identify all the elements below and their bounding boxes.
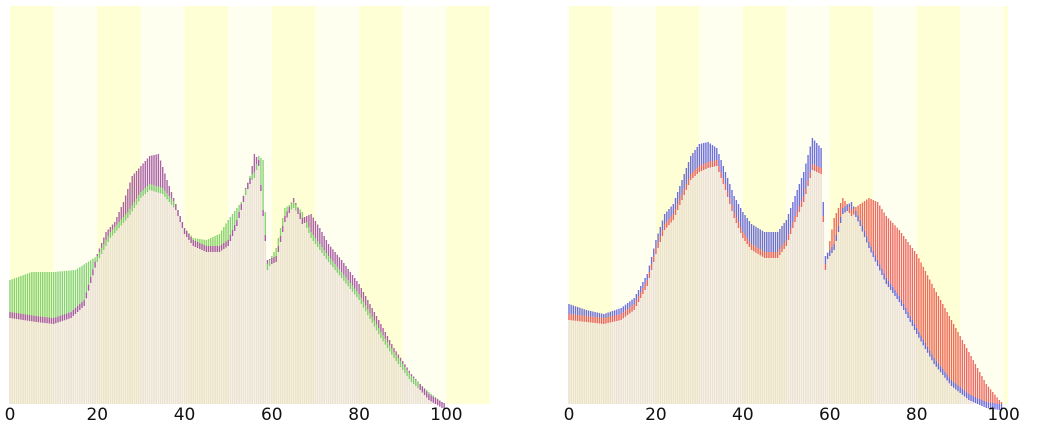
- x-tick-label: 0: [564, 405, 575, 425]
- x-tick-label: 100: [430, 405, 462, 425]
- x-tick-label: 80: [348, 405, 370, 425]
- x-axis-ticks: 0 20 40 60 80 100: [564, 405, 1020, 425]
- background-band: [1003, 6, 1008, 404]
- series-a-stems: [568, 138, 1003, 410]
- x-axis-ticks: 0 20 40 60 80 100: [5, 405, 463, 425]
- series-b-stems: [568, 160, 1003, 404]
- series-a-stems: [9, 156, 441, 401]
- x-tick-label: 20: [645, 405, 667, 425]
- x-tick-label: 100: [987, 405, 1019, 425]
- series-b-stems: [9, 154, 445, 409]
- x-tick-label: 60: [819, 405, 841, 425]
- background-band: [446, 6, 490, 404]
- background-band: [960, 6, 1004, 404]
- background-band: [402, 6, 447, 404]
- x-tick-label: 0: [5, 405, 16, 425]
- x-tick-label: 80: [906, 405, 928, 425]
- x-tick-label: 20: [86, 405, 108, 425]
- filled-area: [9, 160, 445, 404]
- x-tick-label: 40: [174, 405, 196, 425]
- right-histogram-chart: 0 20 40 60 80 100: [564, 6, 1020, 425]
- left-histogram-chart: 0 20 40 60 80 100: [5, 6, 490, 425]
- x-tick-label: 40: [732, 405, 754, 425]
- x-tick-label: 60: [261, 405, 283, 425]
- filled-area: [568, 160, 998, 404]
